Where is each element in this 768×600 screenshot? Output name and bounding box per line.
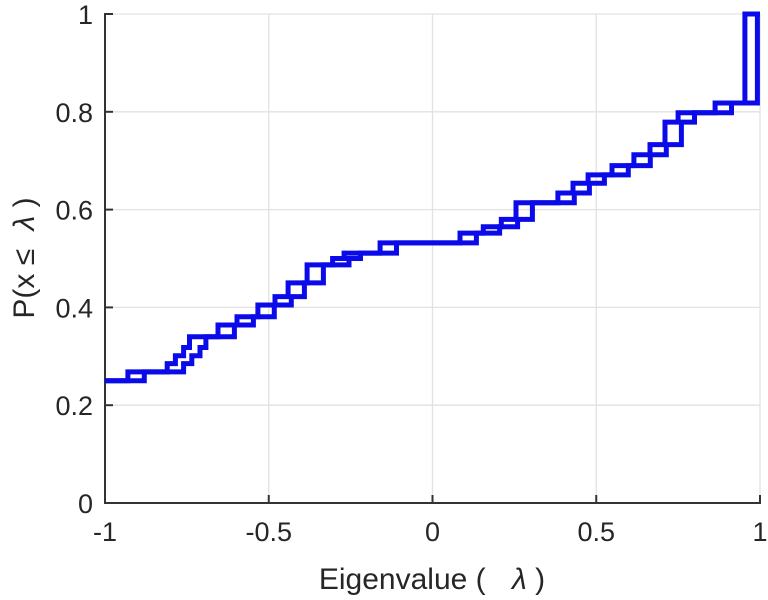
- y-axis-label: P(x ≤ λ ): [8, 197, 41, 318]
- y-axis-label-close-paren: ): [8, 197, 41, 207]
- y-tick-label: 0.4: [55, 293, 93, 323]
- lambda-symbol: λ: [8, 216, 41, 233]
- grid-lines: [105, 13, 761, 503]
- y-tick-label: 0: [78, 489, 93, 519]
- x-tick-label: 1: [752, 517, 767, 547]
- y-tick-label: 0.8: [55, 98, 93, 128]
- axes-spines-and-ticks: [104, 13, 761, 504]
- x-axis-label: Eigenvalue ( λ ): [319, 563, 545, 596]
- x-tick-label: -0.5: [245, 517, 292, 547]
- x-tick-label: 0.5: [577, 517, 615, 547]
- x-tick-label: -1: [93, 517, 117, 547]
- leq-symbol: ≤: [8, 249, 41, 265]
- x-axis-label-text: Eigenvalue (: [319, 563, 486, 596]
- x-tick-label: 0: [425, 517, 440, 547]
- lambda-symbol: λ: [510, 563, 527, 596]
- ecdf-curve-2: [105, 11, 760, 384]
- x-axis-label-close-paren: ): [535, 563, 545, 596]
- y-axis-label-text: P(x: [8, 265, 41, 318]
- y-tick-label: 0.6: [55, 196, 93, 226]
- ecdf-curves: [105, 11, 760, 384]
- y-tick-label: 1: [78, 0, 93, 30]
- tick-labels: -1 -0.5 0 0.5 1 0 0.2 0.4 0.6 0.8 1: [55, 0, 767, 547]
- y-tick-label: 0.2: [55, 391, 93, 421]
